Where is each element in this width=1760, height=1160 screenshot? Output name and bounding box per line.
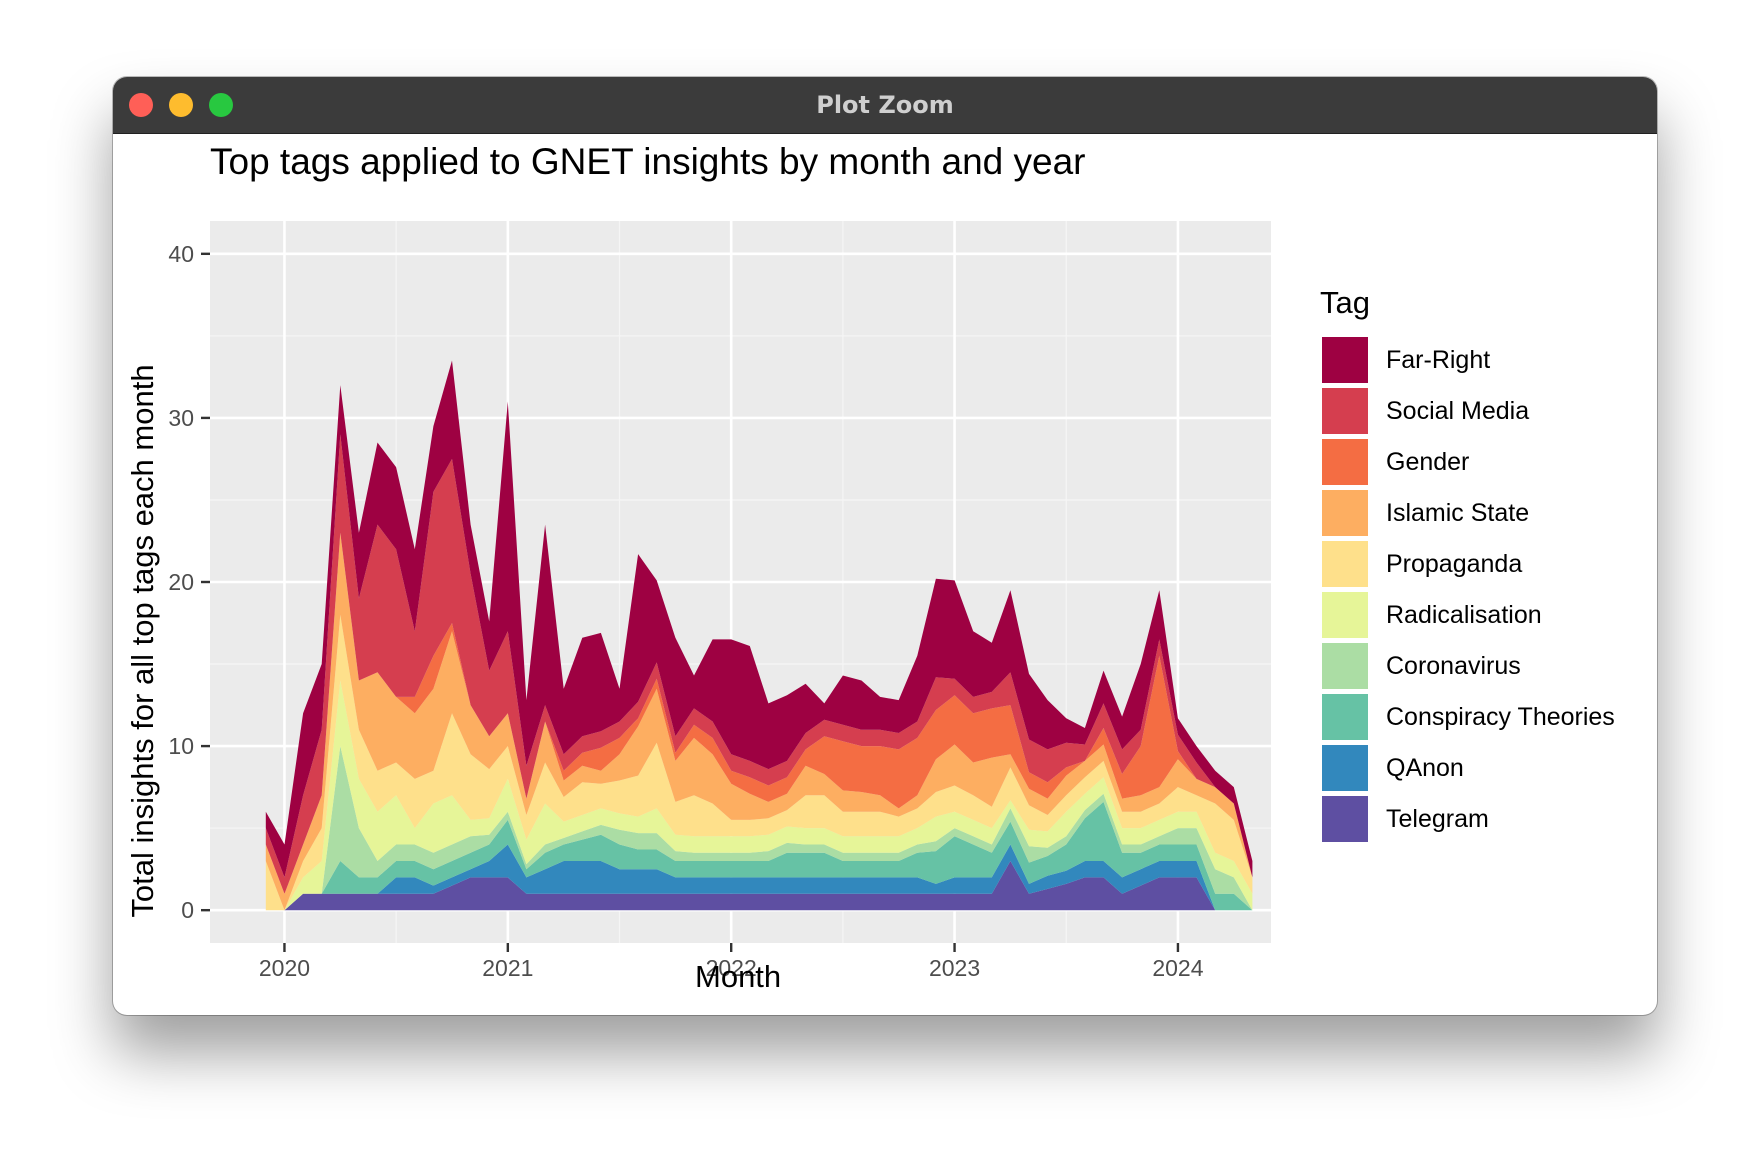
legend-item-gender: Gender: [1320, 437, 1469, 488]
legend-label-radicalisation: Radicalisation: [1386, 601, 1542, 629]
legend: Tag Far-Right Social Media Gender Islami…: [1320, 285, 1615, 845]
x-tick-label: 2024: [1152, 955, 1203, 981]
legend-swatch-coronavirus: [1322, 643, 1368, 689]
zoom-icon[interactable]: [209, 93, 233, 117]
y-axis-title: Total insights for all top tags each mon…: [125, 364, 160, 918]
legend-label-islamic-state: Islamic State: [1386, 499, 1530, 527]
legend-label-telegram: Telegram: [1386, 805, 1489, 833]
legend-swatch-conspiracy-theories: [1322, 694, 1368, 740]
area-social-media: [265, 434, 1253, 894]
legend-item-qanon: QAnon: [1320, 743, 1464, 794]
legend-label-propaganda: Propaganda: [1386, 550, 1523, 578]
x-tick-label: 2020: [259, 955, 310, 981]
legend-title: Tag: [1320, 285, 1370, 320]
legend-item-coronavirus: Coronavirus: [1320, 641, 1521, 692]
legend-item-radicalisation: Radicalisation: [1320, 590, 1542, 641]
legend-label-qanon: QAnon: [1386, 754, 1464, 782]
area-islamic-state: [265, 532, 1253, 911]
area-telegram: [265, 861, 1253, 911]
legend-item-propaganda: Propaganda: [1320, 539, 1522, 590]
plot-zoom-window: Plot Zoom 0 10 20 30 40 2020 2021 2022 2023 2024 …: [113, 77, 1657, 1015]
y-tick-label: 30: [168, 405, 194, 431]
title-bar[interactable]: Plot Zoom: [113, 77, 1657, 134]
legend-item-far-right: Far-Right: [1320, 335, 1490, 386]
legend-item-conspiracy-theories: Conspiracy Theories: [1320, 692, 1615, 743]
legend-swatch-islamic-state: [1322, 490, 1368, 536]
legend-label-coronavirus: Coronavirus: [1386, 652, 1521, 680]
minimize-icon[interactable]: [169, 93, 193, 117]
y-tick-label: 20: [168, 569, 194, 595]
legend-swatch-telegram: [1322, 796, 1368, 842]
window-title: Plot Zoom: [816, 91, 954, 119]
x-tick-label: 2022: [706, 955, 757, 981]
x-tick-label: 2023: [929, 955, 980, 981]
area-chart: 0 10 20 30 40 2020 2021 2022 2023 2024: [168, 221, 1271, 981]
x-tick-label: 2021: [482, 955, 533, 981]
y-tick-label: 0: [181, 897, 194, 923]
chart-title: Top tags applied to GNET insights by mon…: [210, 141, 1086, 182]
plot-area: 0 10 20 30 40 2020 2021 2022 2023 2024 Top tags a…: [113, 133, 1657, 1015]
legend-label-gender: Gender: [1386, 448, 1470, 476]
legend-swatch-far-right: [1322, 337, 1368, 383]
legend-swatch-qanon: [1322, 745, 1368, 791]
legend-swatch-social-media: [1322, 388, 1368, 434]
legend-swatch-gender: [1322, 439, 1368, 485]
x-axis-title: Month: [695, 959, 782, 994]
close-icon[interactable]: [129, 93, 153, 117]
area-conspiracy-theories: [265, 801, 1253, 911]
y-tick-label: 10: [168, 733, 194, 759]
area-propaganda: [265, 614, 1253, 911]
legend-label-far-right: Far-Right: [1386, 346, 1491, 374]
area-far-right: [265, 360, 1253, 878]
legend-item-social-media: Social Media: [1320, 386, 1529, 437]
legend-item-islamic-state: Islamic State: [1320, 488, 1529, 539]
legend-label-conspiracy-theories: Conspiracy Theories: [1386, 703, 1615, 731]
legend-swatch-radicalisation: [1322, 592, 1368, 638]
legend-swatch-propaganda: [1322, 541, 1368, 587]
legend-item-telegram: Telegram: [1320, 794, 1489, 845]
legend-label-social-media: Social Media: [1386, 397, 1530, 425]
area-qanon: [265, 844, 1253, 911]
y-tick-label: 40: [168, 241, 194, 267]
